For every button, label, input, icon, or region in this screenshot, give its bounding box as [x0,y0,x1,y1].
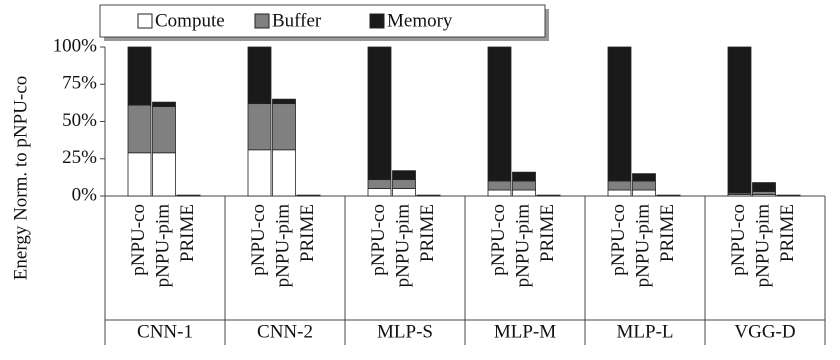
y-tick-label: 75% [62,73,97,94]
bar-segment [632,189,656,197]
bar-segment [272,98,296,105]
bar-segment [272,103,296,151]
legend-swatch [254,13,270,29]
bar-label: pNPU-pim [152,204,173,288]
bar-segment [512,189,536,197]
bar-label: pNPU-pim [632,204,653,288]
y-tick-label: 50% [62,110,97,131]
legend-label: Compute [155,10,225,31]
bar-segment [632,180,656,191]
group-label: CNN-1 [137,321,193,342]
group-label: MLP-M [494,321,556,342]
bar-segment [392,188,416,197]
bar-segment [247,103,272,151]
legend-box [99,4,546,38]
y-axis-label: Energy Norm. to pNPU-co [10,76,31,280]
bar-segment [607,180,632,191]
y-tick-label: 100% [53,35,98,56]
group-label: CNN-2 [257,321,313,342]
bar-segment [607,46,632,182]
bar-segment [487,46,512,182]
bar-segment [367,188,392,197]
bar-segment [247,46,272,105]
bar-label: pNPU-pim [272,204,293,288]
bar-segment [152,106,176,154]
legend-swatch [137,13,153,29]
bar-label: pNPU-co [248,204,269,276]
bar-segment [632,173,656,182]
bar-segment [152,152,176,197]
bar-label: PRIME [177,204,198,262]
bar-segment [392,170,416,181]
bar-segment [752,191,776,195]
bar-segment [487,180,512,191]
bar-label: PRIME [657,204,678,262]
bar-label: pNPU-pim [752,204,773,288]
bar-label: PRIME [537,204,558,262]
bar-label: pNPU-co [368,204,389,276]
bar-segment [272,149,296,197]
bar-segment [727,46,752,194]
legend-label: Buffer [272,10,322,31]
legend-label: Memory [387,10,453,31]
bar-segment [127,46,152,106]
bar-segment [512,180,536,191]
bar-label: pNPU-pim [512,204,533,288]
y-tick-label: 25% [62,147,97,168]
bar-label: PRIME [297,204,318,262]
bar-segment [367,179,392,189]
bar-label: pNPU-co [608,204,629,276]
bar-segment [247,149,272,197]
legend-swatch [369,13,385,29]
bar-segment [752,182,776,192]
bar-label: pNPU-co [128,204,149,276]
bar-segment [392,179,416,189]
bar-label: pNPU-co [488,204,509,276]
bar-segment [367,46,392,181]
bar-segment [127,104,152,154]
group-label: MLP-S [377,321,433,342]
bar-segment [512,171,536,182]
bar-label: PRIME [417,204,438,262]
bar-segment [127,152,152,197]
y-tick-label: 0% [72,184,98,205]
group-label: VGG-D [734,321,795,342]
group-label: MLP-L [617,321,674,342]
bar-label: pNPU-co [728,204,749,276]
bar-segment [607,189,632,197]
bar-label: PRIME [777,204,798,262]
bar-segment [487,189,512,197]
bar-segment [152,101,176,107]
bar-label: pNPU-pim [392,204,413,288]
